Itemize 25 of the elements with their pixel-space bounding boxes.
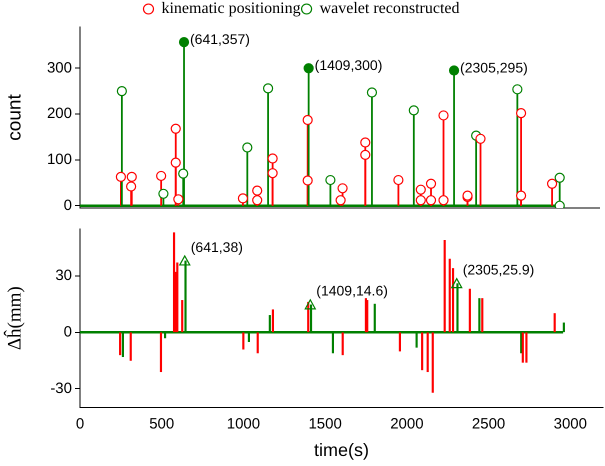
legend-label: kinematic positioning <box>161 0 301 18</box>
y-tick-label: 0 <box>64 196 72 214</box>
y-tick-label: -30 <box>50 380 72 397</box>
annotation: (641,38) <box>190 238 243 255</box>
x-tick-label: 0 <box>76 416 84 433</box>
annotation: (1409,14.6) <box>316 282 388 299</box>
x-tick-label: 2000 <box>390 416 424 433</box>
y-axis-title: count <box>4 94 26 141</box>
x-tick-label: 500 <box>149 416 174 433</box>
annotation: (2305,295) <box>460 59 528 76</box>
x-tick-label: 1000 <box>226 416 260 433</box>
y-tick-label: 30 <box>55 267 72 284</box>
x-tick-label: 1500 <box>308 416 342 433</box>
annotation: (2305,25.9) <box>462 262 534 278</box>
y-axis-title: Δĥ(mm) <box>3 286 26 350</box>
legend-label: wavelet reconstructed <box>320 0 460 18</box>
y-tick-label: 100 <box>46 151 72 168</box>
x-axis-title: time(s) <box>314 440 369 460</box>
y-tick-label: 0 <box>64 323 72 340</box>
x-tick-label: 2500 <box>472 416 506 433</box>
x-tick-label: 3000 <box>554 416 587 433</box>
annotation: (641,357) <box>190 30 250 47</box>
annotation: (1409,300) <box>314 57 382 74</box>
y-tick-label: 200 <box>46 105 72 122</box>
y-tick-label: 300 <box>46 59 72 76</box>
